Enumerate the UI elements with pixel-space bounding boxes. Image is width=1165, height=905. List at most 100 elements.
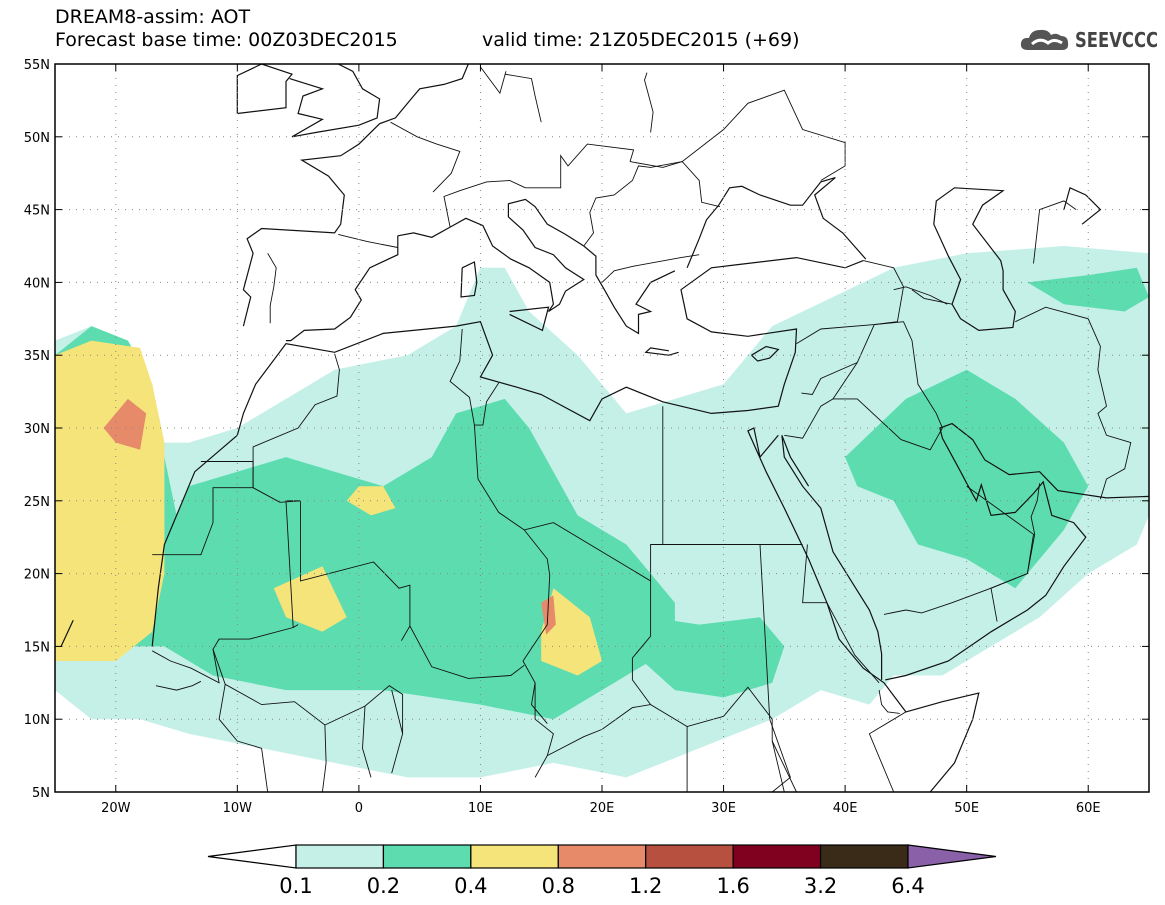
- aot-region-0.2-1: [55, 326, 675, 720]
- lat-tick-label: 55N: [24, 58, 50, 73]
- colorbar-label: 0.4: [454, 874, 487, 898]
- colorbar-label: 1.2: [629, 874, 662, 898]
- colorbar-label: 1.6: [716, 874, 749, 898]
- coastline-10: [60, 619, 74, 647]
- border-23: [390, 121, 461, 193]
- border-27: [629, 89, 846, 181]
- coastline-13: [460, 261, 478, 298]
- border-40: [534, 682, 554, 778]
- border-18: [1033, 200, 1077, 264]
- border-5: [522, 529, 551, 724]
- lat-tick-label: 40N: [24, 276, 50, 291]
- border-44: [771, 740, 799, 792]
- border-25: [504, 73, 542, 123]
- coastline-4: [242, 64, 469, 327]
- lon-tick-label: 10E: [468, 801, 493, 816]
- lon-tick-label: 30E: [711, 801, 736, 816]
- aot-region-0.8-9: [103, 398, 147, 450]
- border-24: [525, 143, 635, 189]
- aot-region-0.2-3: [845, 369, 1089, 589]
- lat-tick-label: 25N: [24, 495, 50, 510]
- colorbar-label: 3.2: [804, 874, 837, 898]
- lat-tick-label: 35N: [24, 349, 50, 364]
- colorbar-segment: [732, 844, 822, 869]
- colorbar-segment: [819, 844, 909, 869]
- lon-tick-label: 40E: [833, 801, 858, 816]
- colorbar: 0.1 0.2 0.4 0.8 1.2 1.6 3.2 6.4: [207, 844, 997, 898]
- aot-region-0.4-7: [541, 588, 602, 676]
- coastline-16: [236, 64, 294, 115]
- aot-region-0.8-10: [541, 595, 556, 635]
- border-20: [601, 254, 700, 283]
- coastline-11: [644, 347, 679, 356]
- coastline-7: [686, 177, 867, 269]
- valid-time: valid time: 21Z05DEC2015 (+69): [482, 29, 800, 51]
- colorbar-segment: [557, 844, 647, 869]
- coastline-15: [289, 64, 381, 138]
- colorbar-segment: [470, 844, 559, 869]
- coastline-0: [151, 256, 864, 647]
- coastlines: [60, 64, 1149, 792]
- lat-tick-label: 30N: [24, 422, 50, 437]
- coastline-5: [397, 198, 676, 335]
- border-6: [409, 625, 525, 679]
- lon-tick-label: 60E: [1076, 801, 1101, 816]
- coastline-8: [933, 187, 1016, 332]
- border-4: [631, 580, 652, 705]
- border-45: [878, 690, 900, 714]
- border-1: [252, 461, 411, 641]
- gridlines: [55, 64, 1149, 792]
- border-31: [449, 328, 475, 426]
- colorbar-arrow-high: [907, 844, 997, 869]
- aot-region-0.4-5: [55, 340, 165, 661]
- border-21: [338, 233, 398, 248]
- border-11: [784, 321, 943, 451]
- border-43: [723, 686, 785, 792]
- border-22: [443, 180, 526, 228]
- border-9: [802, 544, 880, 684]
- colorbar-label: 0.2: [367, 874, 400, 898]
- logo-text: SEEVCCC: [1075, 28, 1159, 52]
- border-33: [911, 289, 953, 305]
- forecast-base-time: Forecast base time: 00Z03DEC2015: [55, 29, 398, 51]
- colorbar-arrow-low: [207, 844, 297, 869]
- coastline-6: [286, 235, 399, 342]
- border-42: [686, 726, 688, 792]
- lat-tick-label: 15N: [24, 640, 50, 655]
- border-10: [759, 544, 791, 792]
- border-26: [644, 72, 654, 133]
- border-16: [1015, 306, 1132, 500]
- border-37: [321, 724, 327, 792]
- axis-ticks: 20W 10W 0 10E 20E 30E 40E 50E 60E 55N 50N 45N 40N 35N…: [24, 58, 1149, 816]
- coastline-1: [747, 427, 980, 792]
- lon-tick-label: 20W: [101, 801, 131, 816]
- cloud-logo-icon: [1020, 29, 1069, 50]
- aot-region-0.4-6: [273, 566, 347, 632]
- border-13: [801, 362, 858, 395]
- border-39: [391, 689, 404, 774]
- colorbar-segment: [295, 844, 385, 869]
- aot-region-0.2-4: [1027, 267, 1149, 312]
- lat-tick-label: 20N: [24, 568, 50, 583]
- coastline-9: [1063, 186, 1102, 225]
- aot-region-0.4-8: [346, 486, 396, 516]
- lat-tick-label: 50N: [24, 131, 50, 146]
- border-32: [474, 382, 500, 426]
- border-14: [883, 485, 1034, 615]
- aot-region-0.2-2: [626, 617, 785, 698]
- border-17: [893, 286, 948, 305]
- map-title: DREAM8-assim: AOT: [55, 6, 251, 28]
- lat-tick-label: 10N: [24, 713, 50, 728]
- lat-tick-label: 45N: [24, 204, 50, 219]
- colorbar-segment: [382, 844, 472, 869]
- coastline-14: [509, 306, 550, 332]
- colorbar-segment: [645, 844, 734, 869]
- lon-tick-label: 50E: [954, 801, 979, 816]
- lon-tick-label: 0: [355, 801, 363, 816]
- colorbar-label: 0.1: [279, 874, 312, 898]
- border-29: [267, 253, 277, 324]
- coastline-2: [781, 435, 883, 680]
- border-28: [480, 66, 507, 95]
- lon-tick-label: 20E: [590, 801, 615, 816]
